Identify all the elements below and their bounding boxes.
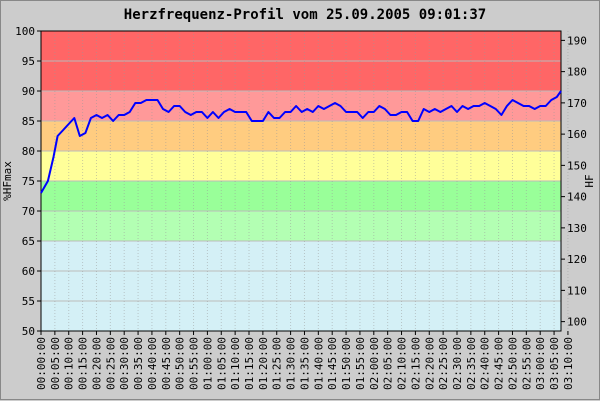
zone-band-3 xyxy=(41,151,561,181)
x-tick-label-11: 00:55:00 xyxy=(188,337,201,390)
right-tick-label-4: 140 xyxy=(567,191,587,204)
right-tick-label-1: 110 xyxy=(567,284,587,297)
left-tick-label-10: 100 xyxy=(15,25,35,38)
x-tick-label-15: 01:15:00 xyxy=(243,337,256,390)
right-tick-label-3: 130 xyxy=(567,222,587,235)
x-tick-label-29: 02:25:00 xyxy=(437,337,450,390)
x-tick-label-0: 00:00:00 xyxy=(35,337,48,390)
right-tick-label-7: 170 xyxy=(567,97,587,110)
zone-band-1 xyxy=(41,211,561,241)
x-tick-label-33: 02:45:00 xyxy=(493,337,506,390)
zone-band-4 xyxy=(41,121,561,151)
grid-lines xyxy=(40,30,569,332)
chart-title: Herzfrequenz-Profil vom 25.09.2005 09:01… xyxy=(124,7,486,23)
x-tick-label-5: 00:25:00 xyxy=(104,337,117,390)
left-tick-label-2: 60 xyxy=(22,265,35,278)
x-tick-label-19: 01:35:00 xyxy=(299,337,312,390)
x-tick-label-17: 01:25:00 xyxy=(271,337,284,390)
y-axis-label-left: %HFmax xyxy=(1,161,14,201)
zone-band-0 xyxy=(41,241,561,331)
x-tick-label-3: 00:15:00 xyxy=(77,337,90,390)
left-tick-label-0: 50 xyxy=(22,325,35,338)
x-tick-label-9: 00:45:00 xyxy=(160,337,173,390)
x-tick-label-6: 00:30:00 xyxy=(118,337,131,390)
series-layer xyxy=(40,90,562,194)
x-tick-label-38: 03:10:00 xyxy=(562,337,575,390)
x-tick-label-2: 00:10:00 xyxy=(63,337,76,390)
left-tick-label-4: 70 xyxy=(22,205,35,218)
x-tick-label-30: 02:30:00 xyxy=(451,337,464,390)
left-tick-label-9: 95 xyxy=(22,55,35,68)
x-tick-label-7: 00:35:00 xyxy=(132,337,145,390)
x-tick-label-27: 02:15:00 xyxy=(409,337,422,390)
left-tick-label-5: 75 xyxy=(22,175,35,188)
y-axis-label-right: HF xyxy=(583,174,596,187)
x-tick-label-35: 02:55:00 xyxy=(520,337,533,390)
left-tick-label-8: 90 xyxy=(22,85,35,98)
x-tick-label-12: 01:00:00 xyxy=(201,337,214,390)
left-tick-label-1: 55 xyxy=(22,295,35,308)
right-tick-label-6: 160 xyxy=(567,128,587,141)
right-y-axis: 100 110 120 130 140 150 160 170 180 190 xyxy=(561,34,587,329)
zone-band-5 xyxy=(41,91,561,121)
right-tick-label-5: 150 xyxy=(567,159,587,172)
x-tick-label-1: 00:05:00 xyxy=(49,337,62,390)
x-axis: 00:00:00 00:05:00 00:10:00 00:15:00 00:20:00… xyxy=(35,331,575,390)
x-tick-label-23: 01:55:00 xyxy=(354,337,367,390)
x-tick-label-14: 01:10:00 xyxy=(229,337,242,390)
right-tick-label-2: 120 xyxy=(567,253,587,266)
left-tick-label-7: 85 xyxy=(22,115,35,128)
right-tick-label-9: 190 xyxy=(567,34,587,47)
heart-rate-line-0 xyxy=(40,90,562,194)
zone-band-2 xyxy=(41,181,561,211)
left-y-axis: 50 55 60 65 70 75 80 85 90 95 100 xyxy=(15,25,41,338)
left-tick-label-3: 65 xyxy=(22,235,35,248)
x-tick-label-25: 02:05:00 xyxy=(382,337,395,390)
x-tick-label-34: 02:50:00 xyxy=(507,337,520,390)
x-tick-label-26: 02:10:00 xyxy=(396,337,409,390)
x-tick-label-16: 01:20:00 xyxy=(257,337,270,390)
x-tick-label-24: 02:00:00 xyxy=(368,337,381,390)
x-tick-label-20: 01:40:00 xyxy=(312,337,325,390)
x-tick-label-31: 02:35:00 xyxy=(465,337,478,390)
x-tick-label-28: 02:20:00 xyxy=(423,337,436,390)
x-tick-label-8: 00:40:00 xyxy=(146,337,159,390)
right-tick-label-8: 180 xyxy=(567,66,587,79)
x-tick-label-4: 00:20:00 xyxy=(91,337,104,390)
x-tick-label-32: 02:40:00 xyxy=(479,337,492,390)
x-tick-label-21: 01:45:00 xyxy=(326,337,339,390)
x-tick-label-18: 01:30:00 xyxy=(285,337,298,390)
x-tick-label-22: 01:50:00 xyxy=(340,337,353,390)
x-tick-label-37: 03:05:00 xyxy=(548,337,561,390)
right-tick-label-0: 100 xyxy=(567,316,587,329)
x-tick-label-10: 00:50:00 xyxy=(174,337,187,390)
x-tick-label-13: 01:05:00 xyxy=(215,337,228,390)
x-tick-label-36: 03:00:00 xyxy=(534,337,547,390)
left-tick-label-6: 80 xyxy=(22,145,35,158)
